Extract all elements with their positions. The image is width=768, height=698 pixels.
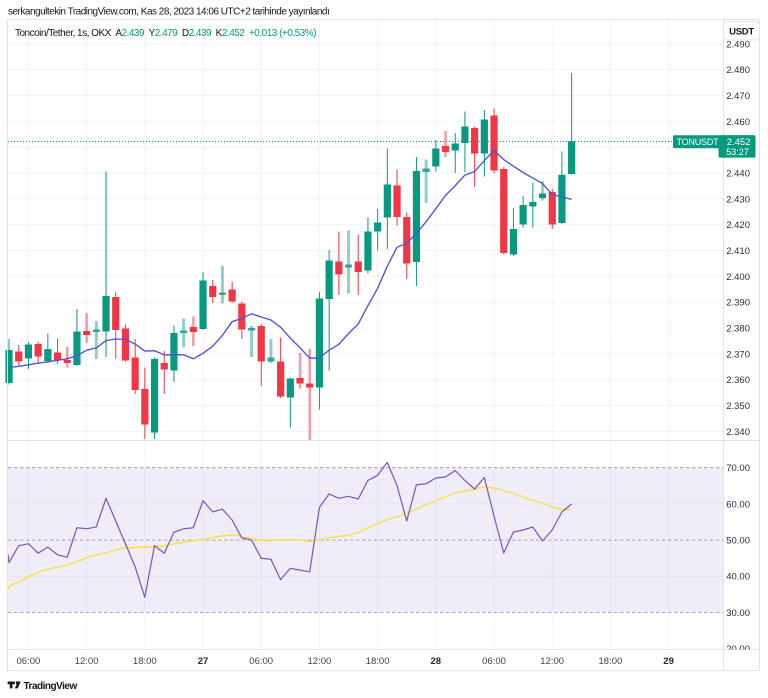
- svg-text:2.420: 2.420: [726, 220, 750, 231]
- svg-text:USDT: USDT: [729, 26, 754, 37]
- svg-text:2.410: 2.410: [726, 246, 750, 257]
- svg-text:18:00: 18:00: [599, 656, 623, 667]
- svg-text:TONUSDT: TONUSDT: [677, 137, 720, 147]
- svg-text:2.350: 2.350: [726, 401, 750, 412]
- svg-text:2.360: 2.360: [726, 375, 750, 386]
- svg-text:18:00: 18:00: [366, 656, 390, 667]
- svg-text:2.390: 2.390: [726, 298, 750, 309]
- svg-text:12:00: 12:00: [308, 656, 332, 667]
- svg-text:serkangultekin TradingView.com: serkangultekin TradingView.com, Kas 28, …: [8, 7, 329, 18]
- svg-text:12:00: 12:00: [75, 656, 99, 667]
- svg-text:2.490: 2.490: [726, 39, 750, 50]
- svg-text:2.400: 2.400: [726, 272, 750, 283]
- svg-text:2.340: 2.340: [726, 427, 750, 438]
- svg-text:2.452: 2.452: [727, 137, 751, 148]
- svg-text:2.480: 2.480: [726, 65, 750, 76]
- svg-text:53:27: 53:27: [726, 147, 749, 157]
- svg-text:29: 29: [663, 656, 674, 667]
- svg-text:20.00: 20.00: [726, 644, 750, 655]
- svg-text:06:00: 06:00: [249, 656, 273, 667]
- svg-text:12:00: 12:00: [540, 656, 564, 667]
- svg-text:40.00: 40.00: [726, 572, 750, 583]
- svg-text:2.380: 2.380: [726, 324, 750, 335]
- svg-text:27: 27: [198, 656, 209, 667]
- svg-text:2.370: 2.370: [726, 349, 750, 360]
- svg-text:50.00: 50.00: [726, 536, 750, 547]
- svg-text:18:00: 18:00: [133, 656, 157, 667]
- svg-text:70.00: 70.00: [726, 463, 750, 474]
- svg-text:60.00: 60.00: [726, 499, 750, 510]
- svg-text:2.460: 2.460: [726, 117, 750, 128]
- svg-text:30.00: 30.00: [726, 608, 750, 619]
- svg-text:28: 28: [431, 656, 442, 667]
- svg-text:TradingView: TradingView: [24, 681, 78, 692]
- svg-text:06:00: 06:00: [482, 656, 506, 667]
- svg-text:Toncoin/Tether, 1s, OKX A2.43: Toncoin/Tether, 1s, OKX A2.439 Y2.479 D2…: [15, 28, 316, 39]
- svg-text:06:00: 06:00: [17, 656, 41, 667]
- svg-text:2.430: 2.430: [726, 194, 750, 205]
- svg-text:2.470: 2.470: [726, 91, 750, 102]
- svg-text:2.440: 2.440: [726, 169, 750, 180]
